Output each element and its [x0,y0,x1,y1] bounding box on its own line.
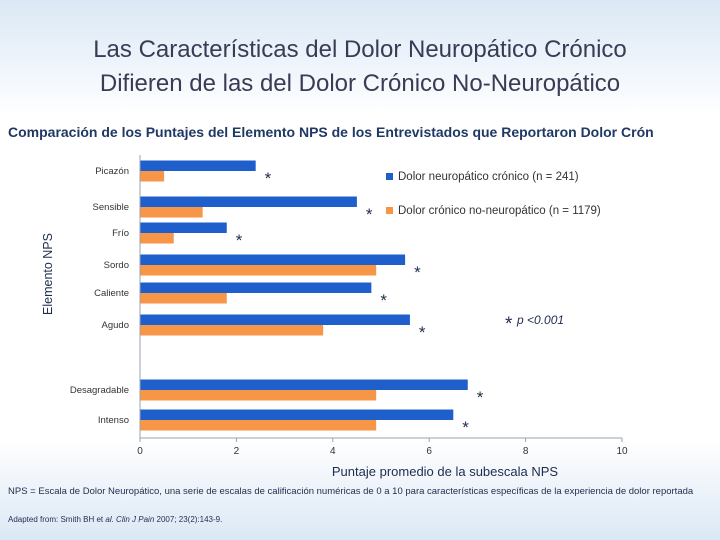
category-label-desagradable: Desagradable [70,385,129,396]
bar-sensible-series-2 [140,207,203,218]
significance-marker-caliente: * [380,291,387,310]
bar-agudo-series-2 [140,325,324,336]
x-tick-label-4: 4 [330,446,336,457]
category-label-sordo: Sordo [104,260,129,271]
bar-sordo-series-2 [140,265,377,276]
x-tick-label-8: 8 [523,446,529,457]
significance-marker-sensible: * [366,205,373,224]
category-label-picazon: Picazón [95,166,129,177]
bar-desagradable-series-2 [140,390,377,401]
bar-frio-series-1 [140,222,227,233]
x-tick-label-10: 10 [616,446,628,457]
bar-sensible-series-1 [140,196,357,207]
category-label-agudo: Agudo [102,320,129,331]
significance-marker-frio: * [236,231,243,250]
significance-marker-picazon: * [265,169,272,188]
category-label-sensible: Sensible [93,202,129,213]
bar-caliente-series-1 [140,282,372,293]
bar-agudo-series-1 [140,314,410,325]
citation-prefix: Adapted from: Smith BH et [8,515,106,524]
citation-suffix: 2007; 23(2):143-9. [154,515,223,524]
significance-marker-intenso: * [462,418,469,437]
bar-caliente-series-2 [140,293,227,304]
slide-title-line-2: Difieren de las del Dolor Crónico No-Neu… [99,70,621,97]
x-axis-label: Puntaje promedio de la subescala NPS [332,464,559,479]
citation-journal: al. Clin J Pain [105,515,155,524]
bar-desagradable-series-1 [140,379,468,390]
bar-sordo-series-1 [140,254,406,265]
x-tick-label-2: 2 [234,446,240,457]
legend-swatch-2 [386,207,393,214]
adapted-citation: Adapted from: Smith BH et al. Clin J Pai… [8,515,708,524]
y-axis-label: Elemento NPS [41,233,55,315]
bar-intenso-series-1 [140,409,454,420]
bar-picazon-series-1 [140,160,256,171]
bar-picazon-series-2 [140,171,165,182]
x-tick-label-6: 6 [426,446,432,457]
legend-swatch-1 [386,173,393,180]
bar-frio-series-2 [140,233,174,244]
header-background [0,0,720,115]
significance-note: p <0.001 [516,313,564,327]
chart: Picazón * Sensible * Frío * Sordo * Caliente * Agu… [41,155,628,479]
significance-marker-desagradable: * [477,388,484,407]
slide-title-line-1: Las Características del Dolor Neuropátic… [93,36,627,63]
legend-label-1: Dolor neuropático crónico (n = 241) [398,171,579,183]
legend-label-2: Dolor crónico no-neuropático (n = 1179) [398,205,601,217]
category-label-intenso: Intenso [98,415,129,426]
x-tick-label-0: 0 [137,446,143,457]
category-label-frio: Frío [112,228,129,239]
footer-background [0,440,720,540]
significance-marker-sordo: * [414,263,421,282]
chart-subtitle: Comparación de los Puntajes del Elemento… [8,124,654,140]
significance-marker-agudo: * [419,323,426,342]
significance-note-marker: * [505,314,513,335]
footnote: NPS = Escala de Dolor Neuropático, una s… [8,486,694,497]
bar-intenso-series-2 [140,420,377,431]
category-label-caliente: Caliente [94,288,129,299]
